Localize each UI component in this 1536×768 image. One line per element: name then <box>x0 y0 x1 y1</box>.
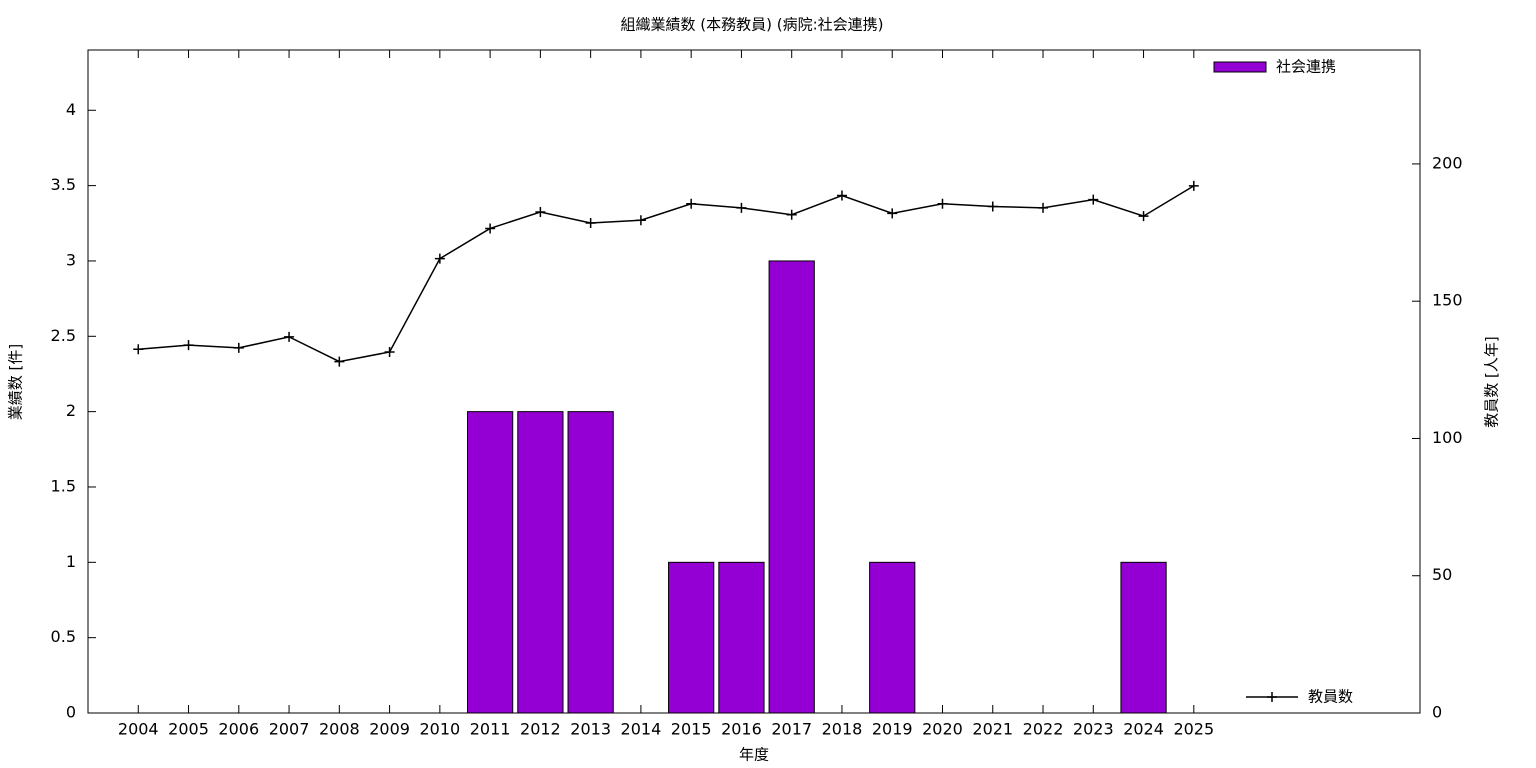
point-marker <box>887 208 898 219</box>
point-marker <box>937 198 948 209</box>
point-marker <box>284 331 295 342</box>
bar <box>718 561 765 714</box>
x-tick-label: 2016 <box>721 720 762 739</box>
point-marker <box>334 356 345 367</box>
x-tick-label: 2010 <box>419 720 460 739</box>
bar <box>517 411 564 714</box>
y-tick-label: 3.5 <box>51 175 76 194</box>
point-marker <box>535 206 546 217</box>
y2-tick-label: 200 <box>1432 153 1463 172</box>
point-marker <box>1038 202 1049 213</box>
bar <box>466 411 514 714</box>
point-marker <box>686 198 697 209</box>
x-tick-label: 2014 <box>621 720 662 739</box>
bar <box>768 260 815 714</box>
plot-frame <box>87 49 1421 714</box>
point-marker <box>1088 194 1099 205</box>
x-tick-label: 2018 <box>822 720 863 739</box>
point-marker <box>786 209 797 220</box>
point-marker <box>183 340 194 351</box>
point-marker <box>233 342 244 353</box>
x-tick-label: 2017 <box>771 720 812 739</box>
point-marker <box>1188 180 1199 191</box>
y-tick-label: 3 <box>66 250 76 269</box>
x-tick-label: 2013 <box>570 720 611 739</box>
point-marker <box>987 201 998 212</box>
x-tick-label: 2020 <box>922 720 963 739</box>
point-marker <box>133 344 144 355</box>
x-tick-label: 2025 <box>1173 720 1214 739</box>
legend-label: 社会連携 <box>1276 58 1336 76</box>
bar <box>1120 561 1167 714</box>
y-tick-label: 0.5 <box>51 627 76 646</box>
x-tick-label: 2007 <box>269 720 310 739</box>
point-marker <box>1138 211 1149 222</box>
y-tick-label: 2 <box>66 401 76 420</box>
x-tick-label: 2005 <box>168 720 209 739</box>
x-tick-label: 2011 <box>470 720 511 739</box>
x-tick-label: 2019 <box>872 720 913 739</box>
y-axis-label: 業績数 [件] <box>7 344 25 420</box>
x-tick-label: 2021 <box>972 720 1013 739</box>
point-marker <box>434 253 445 264</box>
x-tick-label: 2015 <box>671 720 712 739</box>
point-marker <box>585 217 596 228</box>
y-tick-label: 2.5 <box>51 326 76 345</box>
bar <box>668 561 715 714</box>
legend-label: 教員数 <box>1308 688 1353 706</box>
y2-tick-label: 150 <box>1432 291 1463 310</box>
y-tick-label: 0 <box>66 703 76 722</box>
point-marker <box>635 215 646 226</box>
bar <box>869 561 916 714</box>
x-tick-label: 2008 <box>319 720 360 739</box>
y2-axis-label: 教員数 [人年] <box>1483 336 1501 427</box>
x-tick-label: 2024 <box>1123 720 1164 739</box>
y-tick-label: 1 <box>66 552 76 571</box>
x-axis-label: 年度 <box>739 746 769 764</box>
legend-swatch <box>1213 61 1267 73</box>
line <box>138 185 1195 363</box>
y-tick-label: 4 <box>66 100 76 119</box>
x-tick-label: 2006 <box>218 720 259 739</box>
chart-title: 組織業績数 (本務教員) (病院:社会連携) <box>621 16 884 34</box>
point-marker <box>836 190 847 201</box>
point-marker <box>736 202 747 213</box>
x-tick-label: 2009 <box>369 720 410 739</box>
bar <box>567 411 614 714</box>
y-tick-label: 1.5 <box>51 476 76 495</box>
point-marker <box>384 346 395 357</box>
point-marker <box>485 223 496 234</box>
x-tick-label: 2023 <box>1073 720 1114 739</box>
y2-tick-label: 50 <box>1432 565 1452 584</box>
y2-tick-label: 100 <box>1432 428 1463 447</box>
x-tick-label: 2004 <box>118 720 159 739</box>
y2-tick-label: 0 <box>1432 703 1442 722</box>
legend-marker <box>1267 692 1277 702</box>
x-tick-label: 2012 <box>520 720 561 739</box>
x-tick-label: 2022 <box>1023 720 1064 739</box>
